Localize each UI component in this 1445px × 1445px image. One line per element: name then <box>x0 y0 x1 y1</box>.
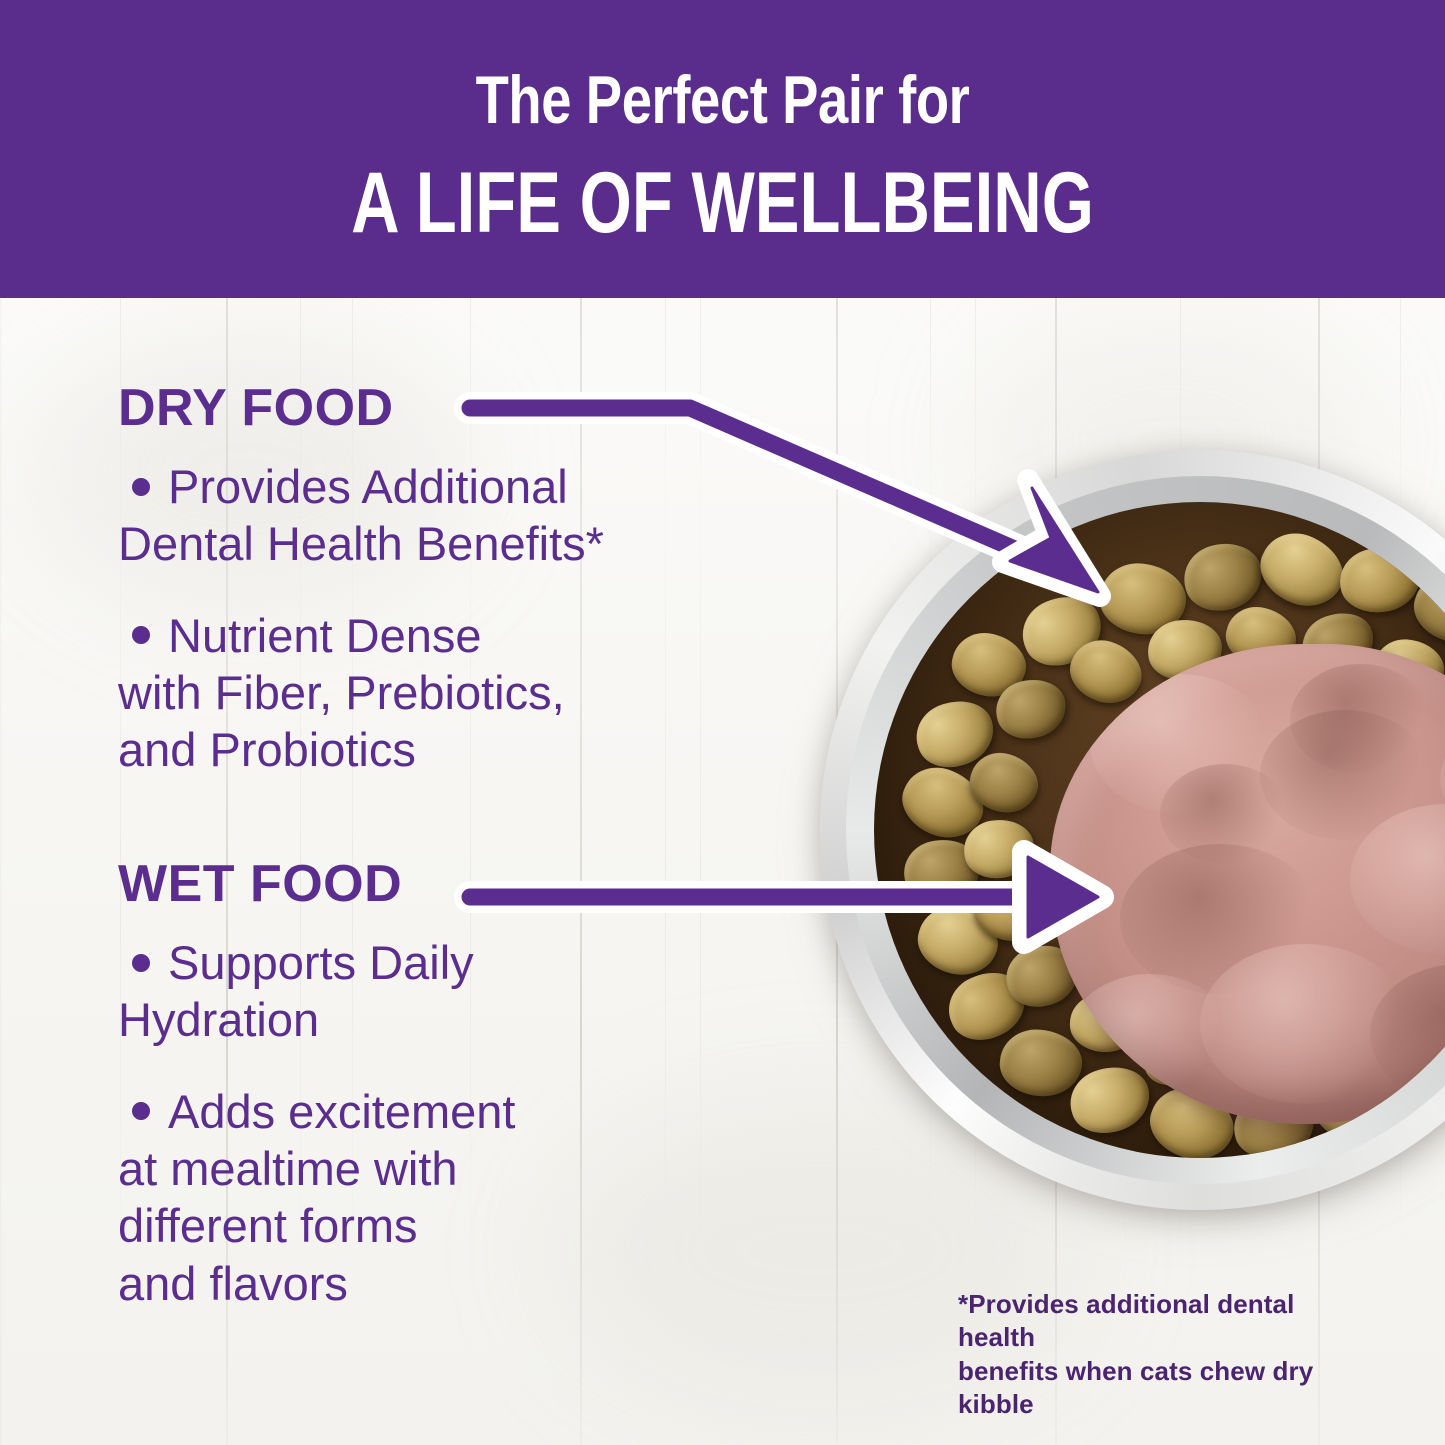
bullet-text: and Probiotics <box>118 723 416 777</box>
bullet-dot-icon <box>132 477 150 496</box>
bullet-text: and flavors <box>118 1256 348 1310</box>
bullet-text: Dental Health Benefits* <box>118 517 604 571</box>
bullet-text: with Fiber, Prebiotics, <box>118 665 565 719</box>
bullet-dot-icon <box>132 626 150 645</box>
list-item: Adds excitement at mealtime with differe… <box>118 1083 778 1312</box>
header-banner: The Perfect Pair for A LIFE OF WELLBEING <box>0 0 1445 298</box>
section-heading-wet-food: WET FOOD <box>118 855 403 913</box>
footnote-line-2: benefits when cats chew dry kibble <box>958 1355 1314 1419</box>
section-heading-dry-food: DRY FOOD <box>118 379 394 437</box>
wet-food-bullet-list: Supports Daily Hydration Adds excitement… <box>118 934 778 1346</box>
header-title-line-2: A LIFE OF WELLBEING <box>351 155 1094 251</box>
bullet-text: at mealtime with <box>118 1141 458 1195</box>
list-item: Supports Daily Hydration <box>118 934 778 1049</box>
bullet-text: Nutrient Dense <box>168 608 482 662</box>
header-title-line-1: The Perfect Pair for <box>475 62 970 138</box>
wet-pate <box>1050 644 1445 1124</box>
footnote-line-1: *Provides additional dental health <box>958 1289 1295 1353</box>
bullet-dot-icon <box>132 1102 150 1121</box>
bullet-text: Supports Daily <box>168 936 474 989</box>
footnote: *Provides additional dental health benef… <box>958 1288 1378 1421</box>
bullet-dot-icon <box>132 953 150 972</box>
bullet-text: Provides Additional <box>168 460 568 513</box>
cat-food-bowl-image <box>820 450 1445 1212</box>
dry-food-bullet-list: Provides Additional Dental Health Benefi… <box>118 458 778 813</box>
bullet-text: Adds excitement <box>168 1084 516 1138</box>
list-item: Provides Additional Dental Health Benefi… <box>118 458 778 573</box>
list-item: Nutrient Dense with Fiber, Prebiotics, a… <box>118 607 778 779</box>
bullet-text: different forms <box>118 1199 418 1253</box>
bullet-text: Hydration <box>118 993 320 1047</box>
